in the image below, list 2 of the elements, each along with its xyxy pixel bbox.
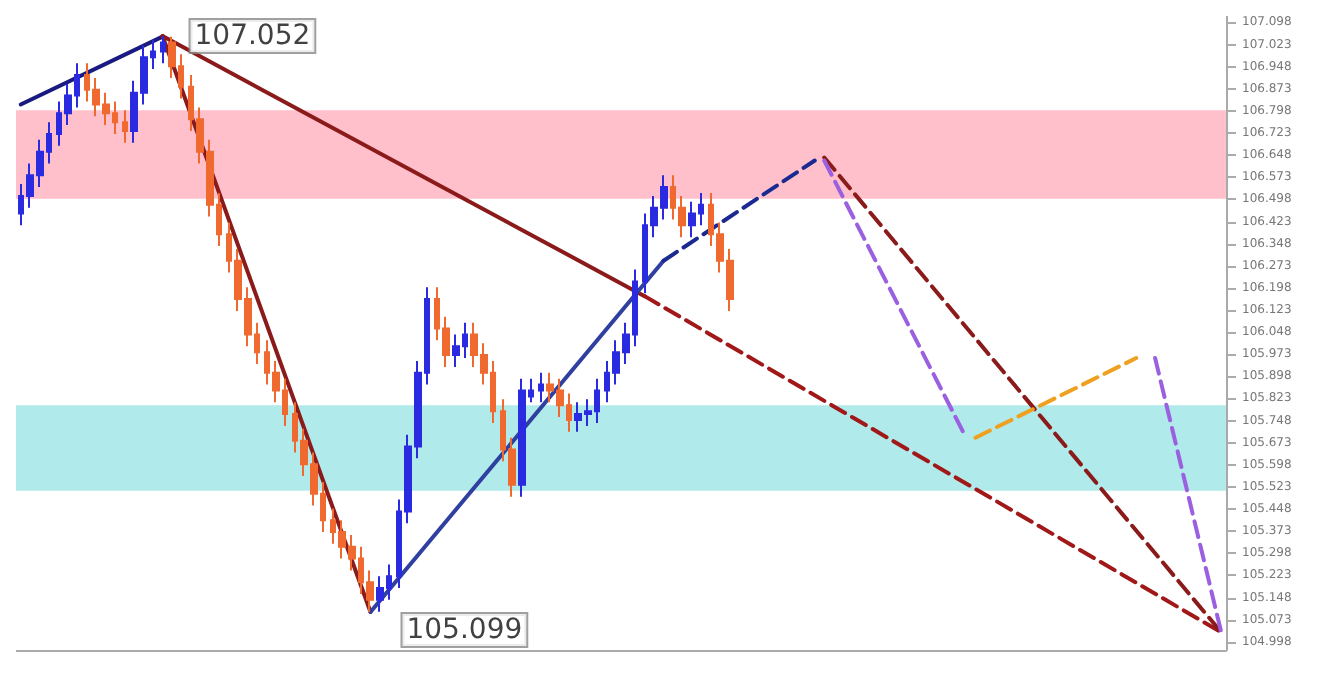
annotation: 107.052 (194, 20, 311, 53)
annotation: 105.099 (406, 613, 523, 646)
